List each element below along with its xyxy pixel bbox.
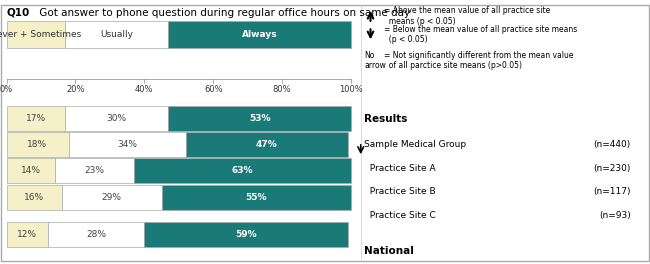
Text: 20%: 20% xyxy=(66,85,84,94)
FancyBboxPatch shape xyxy=(65,106,168,131)
Text: Always: Always xyxy=(242,30,278,39)
FancyBboxPatch shape xyxy=(6,222,48,247)
FancyBboxPatch shape xyxy=(68,132,186,157)
Text: 59%: 59% xyxy=(235,230,257,239)
FancyBboxPatch shape xyxy=(6,158,55,183)
Text: 23%: 23% xyxy=(84,166,105,176)
Text: Never + Sometimes: Never + Sometimes xyxy=(0,30,81,39)
Text: Q10: Q10 xyxy=(6,8,30,18)
Text: 40%: 40% xyxy=(135,85,153,94)
Text: 100%: 100% xyxy=(339,85,363,94)
Text: 63%: 63% xyxy=(232,166,254,176)
FancyBboxPatch shape xyxy=(186,132,348,157)
Text: 53%: 53% xyxy=(249,114,270,123)
FancyBboxPatch shape xyxy=(65,21,168,48)
Text: 80%: 80% xyxy=(273,85,291,94)
FancyBboxPatch shape xyxy=(6,185,62,210)
Text: (n=440): (n=440) xyxy=(593,140,630,149)
Text: 18%: 18% xyxy=(27,140,47,149)
FancyBboxPatch shape xyxy=(161,185,351,210)
Text: 47%: 47% xyxy=(255,140,278,149)
FancyBboxPatch shape xyxy=(48,222,144,247)
Text: 30%: 30% xyxy=(107,114,127,123)
FancyBboxPatch shape xyxy=(6,106,65,131)
Text: 28%: 28% xyxy=(86,230,106,239)
FancyBboxPatch shape xyxy=(144,222,348,247)
FancyBboxPatch shape xyxy=(55,158,134,183)
Text: (n=230): (n=230) xyxy=(593,164,630,173)
Text: Usually: Usually xyxy=(100,30,133,39)
Text: 17%: 17% xyxy=(26,114,46,123)
FancyBboxPatch shape xyxy=(6,132,68,157)
Text: 60%: 60% xyxy=(204,85,222,94)
FancyBboxPatch shape xyxy=(168,106,351,131)
FancyBboxPatch shape xyxy=(168,21,351,48)
Text: Sample Medical Group: Sample Medical Group xyxy=(364,140,466,149)
FancyBboxPatch shape xyxy=(134,158,351,183)
FancyBboxPatch shape xyxy=(6,21,65,48)
Text: 34%: 34% xyxy=(117,140,137,149)
Text: Practice Site C: Practice Site C xyxy=(364,211,436,220)
Text: National: National xyxy=(364,246,414,256)
Text: 0%: 0% xyxy=(0,85,13,94)
Text: = Above the mean value of all practice site
  means (p < 0.05): = Above the mean value of all practice s… xyxy=(384,6,550,26)
Text: Got answer to phone question during regular office hours on same day: Got answer to phone question during regu… xyxy=(36,8,410,18)
Text: Practice Site A: Practice Site A xyxy=(364,164,436,173)
Text: Practice Site B: Practice Site B xyxy=(364,187,436,196)
Text: = Below the mean value of all practice site means
  (p < 0.05): = Below the mean value of all practice s… xyxy=(384,25,577,44)
Text: 55%: 55% xyxy=(246,193,267,202)
Text: (n=117): (n=117) xyxy=(593,187,630,196)
Text: No
arrow: No arrow xyxy=(364,51,386,70)
Text: = Not significantly different from the mean value
  of all parctice site means (: = Not significantly different from the m… xyxy=(384,51,573,70)
Text: 14%: 14% xyxy=(21,166,40,176)
Text: 16%: 16% xyxy=(24,193,44,202)
Text: 12%: 12% xyxy=(17,230,37,239)
FancyBboxPatch shape xyxy=(62,185,161,210)
Text: (n=93): (n=93) xyxy=(599,211,630,220)
Text: Results: Results xyxy=(364,114,408,124)
Text: 29%: 29% xyxy=(101,193,122,202)
